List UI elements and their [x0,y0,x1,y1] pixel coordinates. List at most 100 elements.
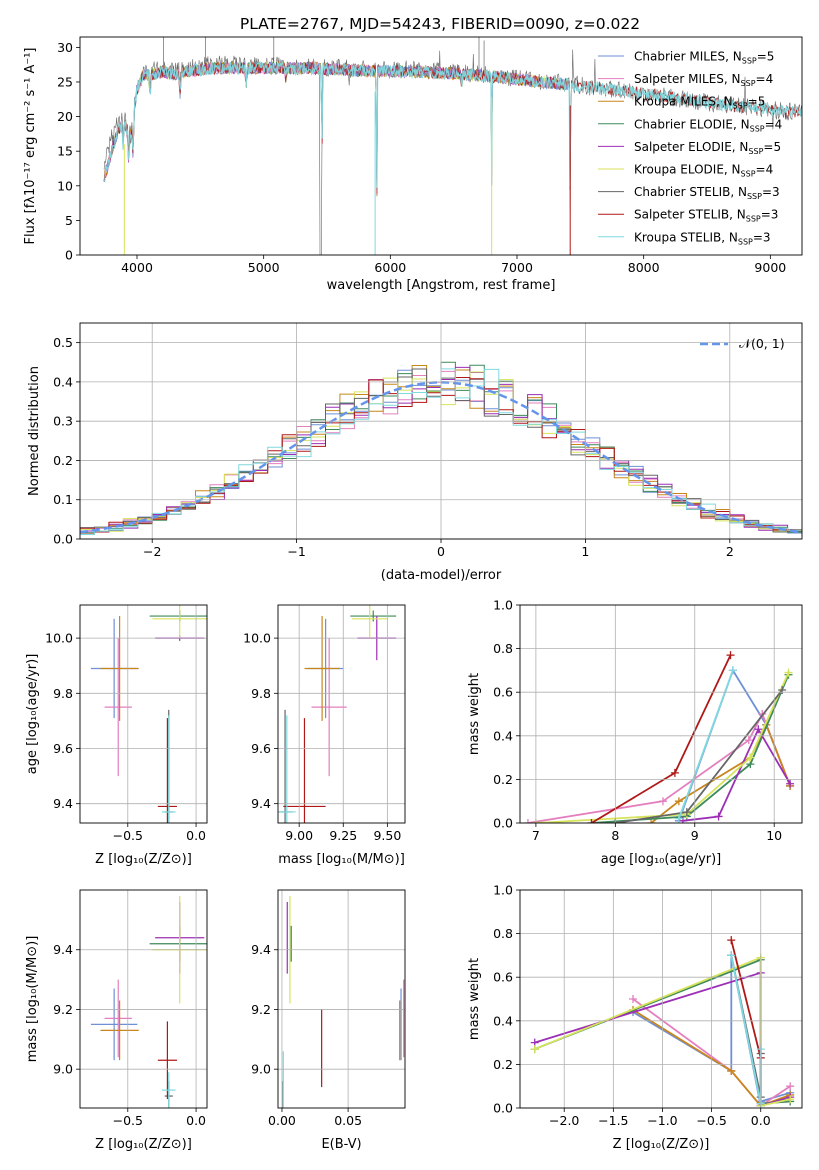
mass-weight-vs-Z-xtick-label-4: 0.0 [751,1113,771,1128]
model-spectrum-kroupa-stelib [103,60,802,188]
mass-vs-Z-xtick-label-1: 0.0 [186,1113,206,1128]
mass-weight-vs-age-marker-1-0 [523,819,532,823]
residuals-ytick-label-0: 0.0 [53,532,73,547]
spectrum-xtick-label-4: 8000 [628,260,660,275]
age-vs-Z-ytick-label-3: 10.0 [45,631,73,646]
spectrum-ytick-label-1: 5 [65,213,73,228]
mass-vs-Z-point-2 [100,1000,139,1061]
legend-subscript-0: SSP [742,57,757,66]
age-vs-Z-point-8 [161,715,176,823]
legend-entry-2: Kroupa MILES, NSSP=5 [634,95,765,111]
mass-vs-ebv-xlabel: E(B-V) [321,1137,361,1152]
age-vs-Z-plot-area [90,605,207,823]
mass-weight-vs-age-marker-2-0 [647,819,656,823]
mass-weight-vs-Z-ytick-label-1: 0.2 [493,1057,513,1072]
legend-name-7: Salpeter STELIB, N [634,208,746,222]
mass-weight-vs-age-ytick-label-4: 0.8 [493,641,513,656]
mass-weight-vs-Z-xtick-label-0: −2.0 [549,1113,579,1128]
age-vs-Z-xlabel: Z [log₁₀(Z/Z⊙)] [95,852,192,867]
residuals-ytick-label-5: 0.5 [53,335,73,350]
legend-name-8: Kroupa STELIB, N [634,230,738,244]
mass-weight-vs-Z-ylabel: mass weight [467,958,482,1040]
legend-name-3: Chabrier ELODIE, N [634,117,750,131]
mass-weight-vs-age-series-7 [587,651,735,823]
mass-weight-vs-age-ytick-label-3: 0.6 [493,685,513,700]
mass-weight-vs-Z-marker-7-0 [727,936,736,945]
spectrum-xlabel: wavelength [Angstrom, rest frame] [327,278,556,293]
age-vs-mass-point-8 [278,715,296,823]
age-vs-mass-point-1 [311,638,347,777]
mass-weight-vs-age-marker-8-1 [728,666,737,675]
mass-vs-ebv-xtick-label-0: 0.00 [268,1113,296,1128]
age-vs-mass-ytick-label-2: 9.8 [251,686,271,701]
legend-subscript-7: SSP [746,215,761,224]
mass-vs-Z-axes-frame [79,889,208,1109]
legend-name-2: Kroupa MILES, N [634,95,733,109]
mass-vs-ebv-chart: 0.00 0.05 9.0 9.2 9.4 E(B-V) [251,889,406,1152]
age-vs-mass-xlabel: mass [log₁₀(M/M⊙)] [278,852,405,867]
residuals-xtick-label-1: −1 [287,544,305,559]
age-vs-Z-point-2 [100,616,139,721]
spectrum-xtick-label-5: 9000 [754,260,786,275]
spectrum-ytick-label-2: 10 [57,178,73,193]
residuals-xtick-label-4: 2 [726,544,734,559]
mass-weight-vs-Z-ytick-label-0: 0.0 [493,1101,513,1116]
legend-subscript-2: SSP [733,102,748,111]
age-vs-mass-ytick-label-0: 9.4 [251,796,271,811]
spectrum-xtick-label-3: 7000 [501,260,533,275]
mass-weight-vs-age-series-0 [674,666,795,823]
age-vs-Z-chart: −0.5 0.0 9.4 9.6 9.8 10.0 Z [log₁₀(Z/Z⊙)] age [… [25,604,208,867]
mass-vs-Z-point-8 [161,1072,176,1108]
legend-entry-8: Kroupa STELIB, NSSP=3 [634,230,771,246]
mass-weight-vs-Z-line-7 [730,939,762,1059]
residuals-ytick-label-2: 0.2 [53,453,73,468]
legend-entry-1: Salpeter MILES, NSSP=4 [634,72,773,88]
mass-weight-vs-age-ytick-label-5: 1.0 [493,598,513,613]
legend-nssp-8: =3 [753,230,771,244]
legend-subscript-6: SSP [747,192,762,201]
legend-subscript-1: SSP [741,79,756,88]
legend-subscript-3: SSP [750,124,765,133]
mass-weight-vs-age-series-3 [587,670,793,823]
legend-entry-6: Chabrier STELIB, NSSP=3 [634,185,780,201]
age-vs-mass-plot-area [278,605,397,823]
legend-nssp-2: =5 [748,95,766,109]
legend-subscript-5: SSP [741,170,756,179]
mass-weight-vs-Z-ytick-label-2: 0.4 [493,1013,513,1028]
mass-weight-vs-age-marker-1-2 [744,736,753,745]
mass-vs-Z-point-1 [104,979,132,1058]
residuals-xtick-label-2: 0 [437,544,445,559]
spectrum-axes-frame [79,36,803,256]
mass-weight-vs-age-xtick-label-3: 10 [766,828,782,843]
legend-subscript-4: SSP [748,147,763,156]
age-vs-mass-xtick-label-1: 9.25 [329,828,357,843]
mass-weight-vs-age-line-3 [591,674,790,823]
age-vs-Z-ytick-label-0: 9.4 [53,796,73,811]
spectrum-xtick-label-1: 5000 [248,260,280,275]
mass-weight-vs-age-marker-6-2 [778,686,787,695]
spectrum-ytick-label-3: 15 [57,144,73,159]
model-spectrum-chabrier-miles [103,61,568,189]
mass-vs-Z-point-7 [157,1021,177,1100]
age-vs-mass-chart: 9.00 9.25 9.50 9.4 9.6 9.8 10.0 mass [log₁₀(M/M… [243,604,406,867]
legend-nssp-1: =4 [756,72,774,86]
spectrum-ytick-label-6: 30 [57,40,73,55]
legend-nssp-6: =3 [762,185,780,199]
legend-entry-5: Kroupa ELODIE, NSSP=4 [634,163,773,179]
legend-nssp-0: =5 [757,50,775,64]
residuals-ylabel: Normed distribution [27,366,42,496]
mass-weight-vs-Z-xlabel: Z [log₁₀(Z/Z⊙)] [613,1137,710,1152]
mass-vs-ebv-axes-frame [277,889,406,1109]
mass-weight-vs-age-ytick-label-2: 0.4 [493,728,513,743]
age-vs-mass-ytick-label-3: 10.0 [243,631,271,646]
legend-nssp-4: =5 [763,140,781,154]
age-vs-Z-ytick-label-1: 9.6 [53,741,73,756]
mass-weight-vs-Z-marker-5-0 [530,1045,539,1054]
mass-weight-vs-age-marker-4-3 [786,779,795,788]
age-vs-mass-xtick-label-2: 9.50 [373,828,401,843]
mass-vs-Z-chart: −0.5 0.0 9.0 9.2 9.4 Z [log₁₀(Z/Z⊙)] mass [log… [25,889,208,1152]
mass-vs-ebv-xtick-label-1: 0.05 [334,1113,362,1128]
mass-weight-vs-age-marker-1-1 [658,797,667,806]
spectrum-ytick-label-5: 25 [57,74,73,89]
